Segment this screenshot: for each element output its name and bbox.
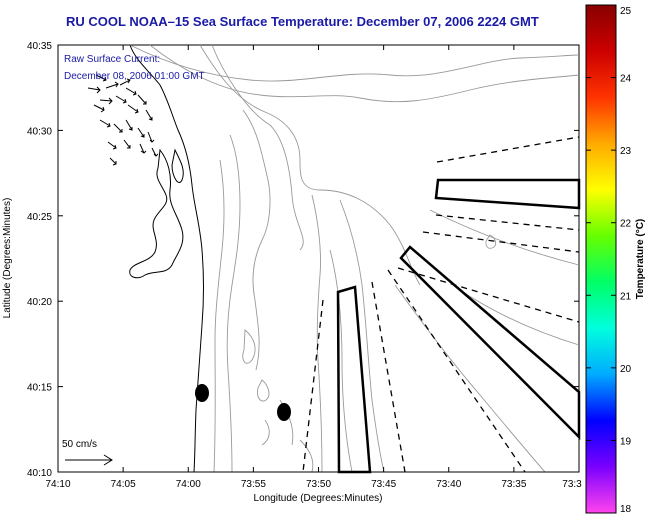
x-tick-label: 74:00 xyxy=(176,479,201,490)
y-tick-label: 40:15 xyxy=(27,383,52,394)
colorbar-tick-label: 21 xyxy=(620,291,632,302)
current-title: Raw Surface Current: xyxy=(64,54,160,65)
colorbar-tick-label: 19 xyxy=(620,436,632,447)
scale-arrow xyxy=(65,454,113,466)
y-tick-label: 40:25 xyxy=(27,212,52,223)
scale-label: 50 cm/s xyxy=(62,439,97,450)
x-tick-label: 73:40 xyxy=(436,479,461,490)
colorbar xyxy=(585,4,617,514)
x-tick-label: 74:10 xyxy=(45,479,70,490)
marker-west xyxy=(195,384,209,402)
colorbar-tick-label: 25 xyxy=(620,6,632,17)
figure-title: RU COOL NOAA–15 Sea Surface Temperature:… xyxy=(66,14,539,29)
colorbar-tick-label: 18 xyxy=(620,504,632,515)
current-date: December 08, 2006 01:00 GMT xyxy=(64,71,205,82)
x-tick-label: 73:3 xyxy=(562,479,582,490)
colorbar-ticks: 25 24 23 22 21 20 19 18 xyxy=(586,4,632,515)
x-tick-label: 73:55 xyxy=(241,479,266,490)
x-tick-label: 74:05 xyxy=(111,479,136,490)
y-axis-title: Latitude (Degrees:Minutes) xyxy=(2,198,13,319)
y-tick-label: 40:30 xyxy=(27,126,52,137)
sampling-box-north xyxy=(434,178,581,210)
y-tick-label: 40:10 xyxy=(27,468,52,479)
bathymetry-contours xyxy=(129,44,580,473)
marker-east xyxy=(277,403,291,421)
x-tick-label: 73:50 xyxy=(306,479,331,490)
x-axis-title: Longitude (Degrees:Minutes) xyxy=(254,493,383,504)
colorbar-tick-label: 20 xyxy=(620,364,632,375)
colorbar-tick-label: 24 xyxy=(620,74,632,85)
current-vectors xyxy=(87,74,159,166)
y-tick-label: 40:35 xyxy=(27,41,52,52)
radial-dashed-lines xyxy=(302,136,580,473)
sampling-box-east xyxy=(399,245,581,441)
y-axis: 40:35 40:30 40:25 40:20 40:15 40:10 Latitude … xyxy=(2,41,579,479)
map-frame xyxy=(57,44,580,473)
x-tick-label: 73:45 xyxy=(371,479,396,490)
colorbar-tick-label: 23 xyxy=(620,146,632,157)
x-axis: 74:10 74:05 74:00 73:55 73:50 73:45 73:40 73:35… xyxy=(45,45,582,504)
colorbar-title: Temperature (°C) xyxy=(635,219,646,300)
y-tick-label: 40:20 xyxy=(27,297,52,308)
colorbar-tick-label: 22 xyxy=(620,219,632,230)
x-tick-label: 73:35 xyxy=(501,479,526,490)
